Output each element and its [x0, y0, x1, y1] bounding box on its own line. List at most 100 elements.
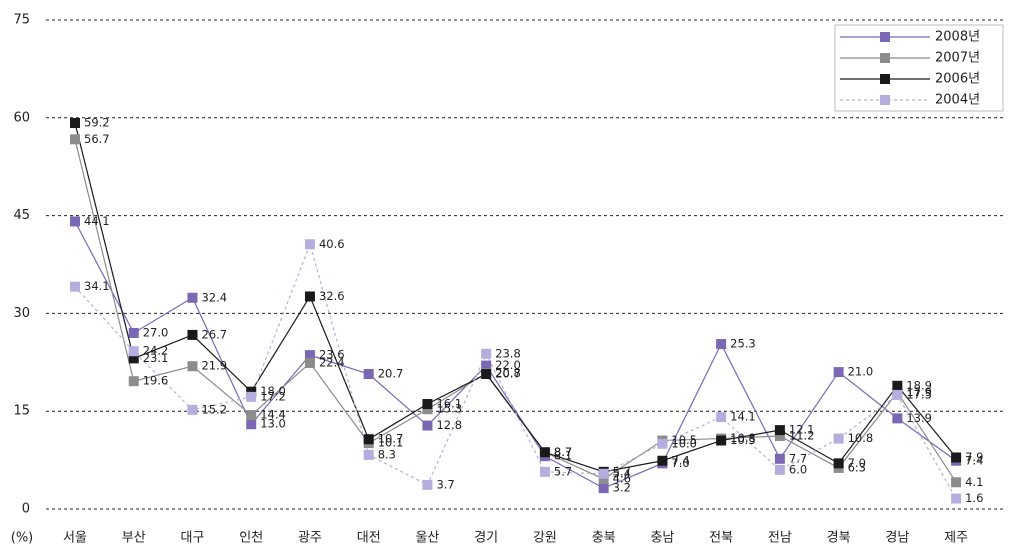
data-label: 12.8	[436, 418, 462, 432]
data-label: 3.2	[613, 481, 631, 495]
data-label: 10.0	[671, 436, 697, 450]
data-label: 10.7	[378, 432, 404, 446]
data-label: 15.2	[201, 402, 227, 416]
data-label: 17.5	[906, 387, 932, 401]
marker	[363, 434, 374, 445]
data-label: 13.9	[906, 411, 932, 425]
data-label: 27.0	[143, 325, 169, 339]
marker	[70, 281, 80, 292]
data-label: 23.6	[319, 348, 345, 362]
marker	[422, 404, 433, 415]
marker	[774, 464, 785, 475]
legend-marker	[880, 95, 890, 105]
data-label: 32.6	[319, 289, 345, 303]
data-label: 18.9	[906, 378, 932, 392]
marker	[892, 413, 903, 424]
data-label: 10.8	[848, 431, 874, 445]
x-tick-label: 대전	[357, 531, 381, 546]
series-line	[74, 139, 957, 483]
data-label: 12.1	[789, 423, 815, 437]
marker	[833, 433, 844, 444]
data-label: 7.4	[965, 453, 983, 467]
marker	[716, 412, 727, 423]
legend-marker	[880, 53, 890, 63]
data-label: 56.7	[84, 132, 110, 146]
marker	[481, 348, 492, 359]
y-tick-label: 0	[22, 502, 30, 517]
data-label: 20.7	[378, 367, 404, 381]
x-tick-label: 강원	[533, 531, 557, 546]
x-tick-label: 서울	[63, 531, 87, 546]
marker	[598, 468, 609, 479]
data-label: 10.1	[378, 436, 404, 450]
marker	[246, 419, 257, 430]
data-label: 7.0	[848, 456, 866, 470]
marker	[246, 410, 257, 421]
data-label: 18.0	[260, 384, 286, 398]
x-tick-label: 전남	[768, 531, 792, 546]
data-label: 32.4	[201, 290, 227, 304]
marker	[363, 369, 374, 380]
y-tick-label: 30	[13, 306, 30, 321]
y-tick-label: 45	[13, 208, 30, 223]
legend-marker	[880, 32, 890, 42]
data-label: 7.4	[671, 453, 689, 467]
data-label: 23.1	[143, 351, 169, 365]
marker	[422, 479, 433, 490]
marker	[774, 425, 785, 436]
x-tick-label: 제주	[944, 531, 968, 546]
data-label: 8.7	[554, 445, 572, 459]
data-label: 26.7	[201, 327, 227, 341]
legend-label: 2004년	[935, 93, 980, 108]
data-label: 11.2	[789, 428, 815, 442]
data-label: 4.6	[613, 472, 631, 486]
data-label: 22.0	[495, 358, 521, 372]
data-label: 19.6	[143, 374, 169, 388]
marker	[422, 399, 433, 410]
data-label: 5.7	[613, 464, 631, 478]
data-label: 21.0	[848, 365, 874, 379]
data-label: 7.0	[671, 456, 689, 470]
data-label: 40.6	[319, 237, 345, 251]
marker	[774, 453, 785, 464]
marker	[539, 466, 550, 477]
marker	[716, 435, 727, 446]
x-tick-label: 경남	[885, 531, 909, 546]
marker	[70, 216, 80, 227]
marker	[833, 458, 844, 469]
x-tick-label: 충북	[592, 531, 616, 546]
marker	[128, 376, 139, 387]
data-label: 3.7	[436, 477, 454, 491]
data-label: 23.8	[495, 346, 521, 360]
data-label: 25.3	[730, 337, 756, 351]
series-line	[74, 242, 957, 499]
marker	[128, 327, 139, 338]
marker	[833, 367, 844, 378]
x-tick-label: 경북	[827, 531, 851, 546]
data-label: 10.5	[730, 433, 756, 447]
legend-box	[834, 24, 1004, 112]
data-label: 4.1	[965, 475, 983, 489]
data-label: 16.1	[436, 397, 462, 411]
legend-label: 2008년	[935, 30, 980, 45]
marker	[187, 329, 198, 340]
marker	[481, 360, 492, 371]
marker	[363, 449, 374, 460]
marker	[70, 134, 80, 145]
legend-marker	[880, 74, 890, 84]
marker	[304, 291, 315, 302]
data-label: 5.7	[554, 464, 572, 478]
x-tick-label: 울산	[415, 531, 439, 546]
marker	[598, 474, 609, 485]
data-label: 17.2	[260, 389, 286, 403]
marker	[187, 404, 198, 415]
marker	[187, 361, 198, 372]
data-label: 8.7	[554, 445, 572, 459]
data-label: 6.0	[789, 462, 807, 476]
data-label: 1.6	[965, 491, 983, 505]
x-tick-label: 충남	[650, 531, 674, 546]
legend-label: 2006년	[935, 72, 980, 87]
marker	[892, 389, 903, 400]
data-label: 44.1	[84, 214, 110, 228]
